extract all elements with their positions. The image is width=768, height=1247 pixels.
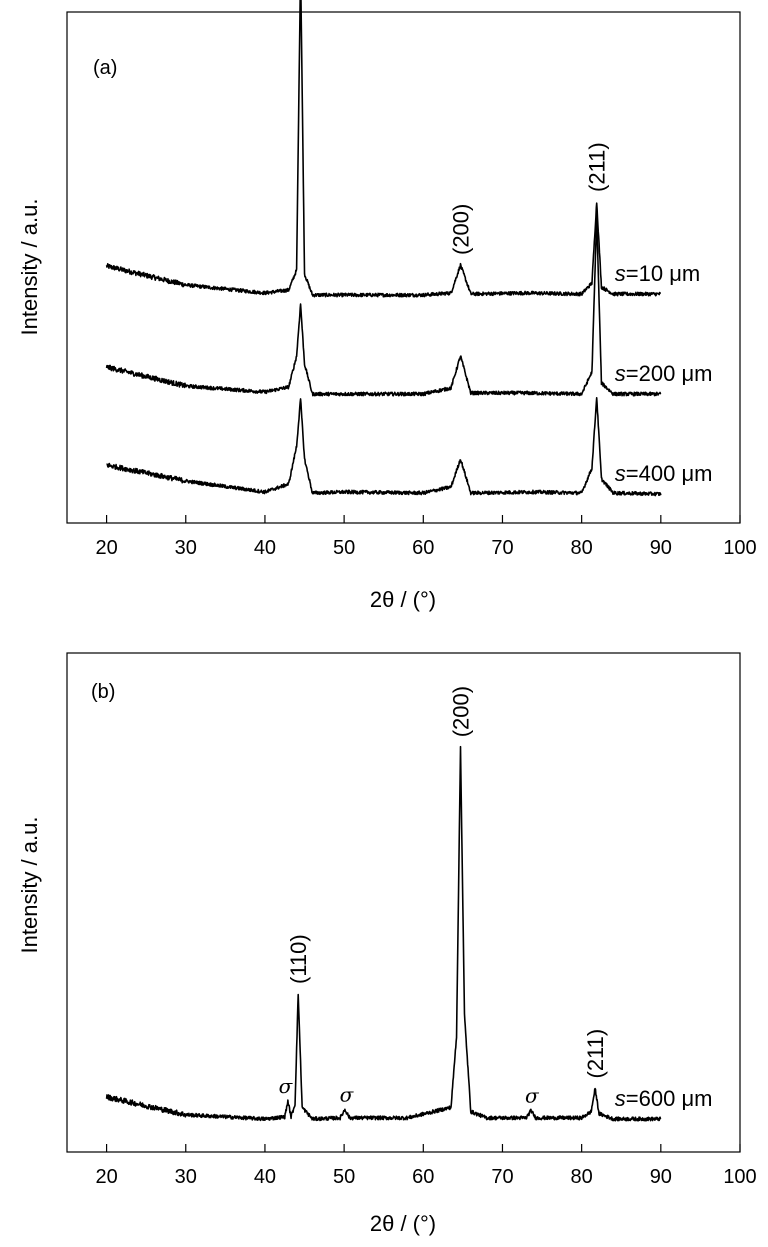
- x-tick-label: 100: [723, 537, 756, 559]
- x-tick-label: 20: [95, 1166, 117, 1188]
- panel-label-a: (a): [93, 57, 117, 79]
- peak-labels-a: (110)(200)(211): [449, 142, 610, 255]
- x-tick-label: 40: [254, 1166, 276, 1188]
- xrd-pattern-line: [105, 745, 662, 1122]
- x-tick-label: 30: [175, 537, 197, 559]
- peak-label: (110): [286, 934, 311, 984]
- plot-frame-a: [66, 11, 741, 524]
- sigma-phase-marker: σ: [525, 1084, 540, 1108]
- xrd-pattern-line: [105, 0, 662, 298]
- curve-labels-b: s=600 μm: [615, 1086, 713, 1111]
- curves-a: [105, 0, 662, 497]
- peak-label: (200): [449, 204, 474, 255]
- plot-frame-b: [66, 652, 741, 1153]
- y-axis-title-a: Intensity / a.u.: [17, 199, 42, 336]
- x-tick-label: 80: [571, 1166, 593, 1188]
- curve-labels-a: s=10 μm s=200 μm s=400 μm: [615, 261, 713, 486]
- x-tick-label: 90: [650, 1166, 672, 1188]
- x-tick-label: 90: [650, 537, 672, 559]
- panel-b: (b) Intensity / a.u. 2θ / (°) 20 30 40 50 60…: [17, 652, 757, 1236]
- y-axis-title-b: Intensity / a.u.: [17, 817, 42, 954]
- peak-label: (211): [585, 142, 610, 192]
- x-axis-title-b: 2θ / (°): [370, 1211, 436, 1236]
- sigma-phase-marker: σ: [340, 1083, 355, 1107]
- panel-a: (a) Intensity / a.u. 2θ / (°) 20 30 40 50 60…: [17, 0, 757, 612]
- x-tick-label: 60: [412, 537, 434, 559]
- x-tick-label: 60: [412, 1166, 434, 1188]
- xrd-pattern-line: [105, 216, 662, 397]
- curves-b: [105, 745, 662, 1122]
- x-tick-label: 80: [571, 537, 593, 559]
- x-ticks-b: 20 30 40 50 60 70 80 90 100: [95, 1144, 757, 1188]
- series-label: s=400 μm: [615, 461, 713, 486]
- x-tick-label: 70: [491, 537, 513, 559]
- xrd-pattern-line: [106, 397, 662, 497]
- x-tick-label: 40: [254, 537, 276, 559]
- peak-label: (200): [449, 686, 474, 737]
- x-ticks-a: 20 30 40 50 60 70 80 90 100: [95, 515, 757, 559]
- x-tick-label: 50: [333, 1166, 355, 1188]
- x-axis-title-a: 2θ / (°): [370, 587, 436, 612]
- sigma-phase-marker: σ: [279, 1074, 294, 1098]
- x-tick-label: 50: [333, 537, 355, 559]
- x-tick-label: 70: [491, 1166, 513, 1188]
- peak-labels-b: (110) (200) (211): [286, 686, 608, 1079]
- series-label: s=200 μm: [615, 361, 713, 386]
- panel-label-b: (b): [91, 681, 115, 703]
- peak-label: (211): [583, 1029, 608, 1079]
- x-tick-label: 30: [175, 1166, 197, 1188]
- x-tick-label: 20: [95, 537, 117, 559]
- x-tick-label: 100: [723, 1166, 756, 1188]
- series-label: s=10 μm: [615, 261, 700, 286]
- series-label: s=600 μm: [615, 1086, 713, 1111]
